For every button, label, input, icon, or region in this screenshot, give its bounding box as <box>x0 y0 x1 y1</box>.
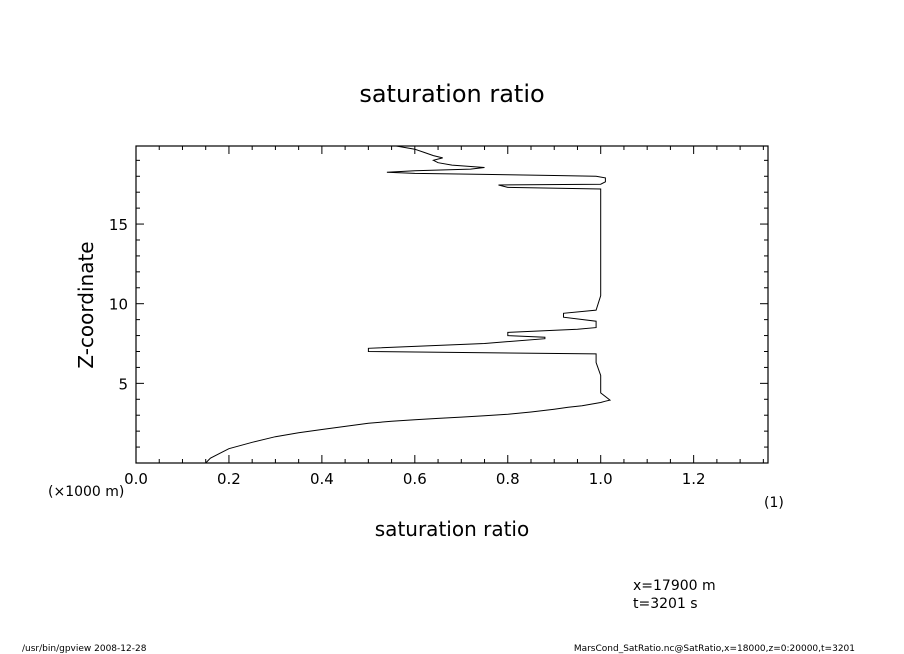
footer-left: /usr/bin/gpview 2008-12-28 <box>22 644 147 654</box>
y-tick-label: 5 <box>118 375 128 393</box>
plot-area: 0.0 0.2 0.4 0.6 0.8 1.0 1.2 5 10 15 <box>109 145 769 488</box>
x-axis-unit: (1) <box>764 495 784 511</box>
x-tick-label: 0.4 <box>310 470 334 488</box>
y-tick-label: 15 <box>109 216 128 234</box>
x-tick-label: 0.8 <box>496 470 520 488</box>
chart-title: saturation ratio <box>359 80 544 108</box>
x-tick-label: 0.6 <box>403 470 427 488</box>
x-axis-label: saturation ratio <box>375 517 529 541</box>
annotation-position-x: x=17900 m <box>633 578 716 594</box>
series-line-saturation-ratio <box>205 145 612 464</box>
y-tick-label: 10 <box>109 296 128 314</box>
y-axis-unit: (×1000 m) <box>48 484 124 500</box>
footer-right: MarsCond_SatRatio.nc@SatRatio,x=18000,z=… <box>574 644 855 654</box>
x-tick-label: 0.2 <box>217 470 241 488</box>
x-tick-label: 1.2 <box>682 470 706 488</box>
x-tick-label: 1.0 <box>589 470 613 488</box>
x-tick-label: 0.0 <box>124 470 148 488</box>
plot-frame <box>135 145 769 464</box>
axis-tick-labels: 0.0 0.2 0.4 0.6 0.8 1.0 1.2 5 10 15 <box>109 216 706 488</box>
axis-ticks <box>135 146 768 463</box>
y-axis-label: Z-coordinate <box>74 241 98 368</box>
annotation-time: t=3201 s <box>633 596 698 612</box>
